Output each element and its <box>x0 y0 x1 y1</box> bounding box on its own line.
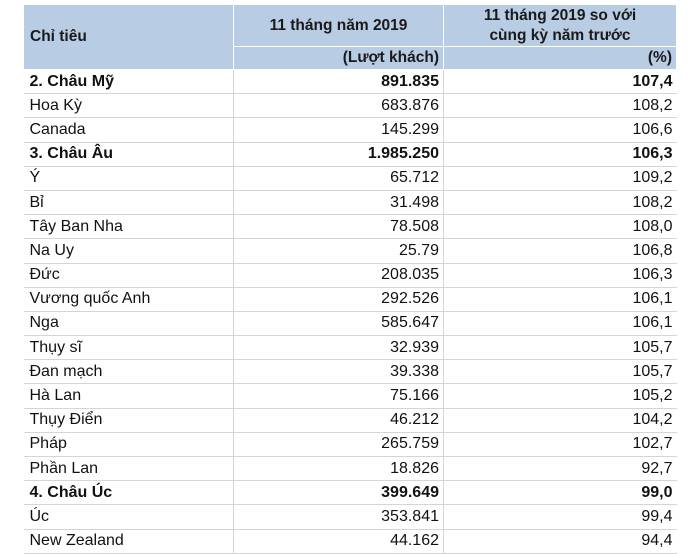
header-period: 11 tháng năm 2019 <box>233 4 444 47</box>
row-visitors-cell: 78.508 <box>233 214 444 240</box>
row-visitors-cell: 18.826 <box>233 456 444 482</box>
visitor-table-container: Chỉ tiêu 11 tháng năm 2019 11 tháng 2019… <box>23 4 677 554</box>
row-name-cell: Phần Lan <box>23 456 234 482</box>
row-name-cell: Đức <box>23 263 234 288</box>
table-row: Canada 145.299 106,6 <box>23 117 677 143</box>
row-visitors-cell: 39.338 <box>233 359 444 385</box>
row-visitors-cell: 32.939 <box>233 335 444 361</box>
table-row: Đan mạch 39.338 105,7 <box>23 359 677 385</box>
row-visitors-cell: 65.712 <box>233 166 444 191</box>
row-name-cell: Ý <box>23 166 234 191</box>
table-row: Hoa Kỳ 683.876 108,2 <box>23 93 677 119</box>
row-name-cell: Thụy Điển <box>23 408 234 433</box>
row-percent-cell: 109,2 <box>443 166 677 191</box>
row-visitors-cell: 265.759 <box>233 432 444 458</box>
row-percent-cell: 106,3 <box>443 142 677 167</box>
row-visitors-cell: 891.835 <box>233 69 444 95</box>
row-name-cell: Úc <box>23 504 234 530</box>
row-visitors-cell: 208.035 <box>233 263 444 288</box>
row-percent-cell: 102,7 <box>443 432 677 458</box>
row-visitors-cell: 683.876 <box>233 93 444 119</box>
table-row: 3. Châu Âu 1.985.250 106,3 <box>23 142 677 167</box>
row-percent-cell: 106,6 <box>443 117 677 143</box>
row-visitors-cell: 585.647 <box>233 311 444 337</box>
row-percent-cell: 105,7 <box>443 359 677 385</box>
row-name-cell: 2. Châu Mỹ <box>23 69 234 95</box>
table-row: Đức 208.035 106,3 <box>23 263 677 288</box>
row-percent-cell: 108,0 <box>443 214 677 240</box>
table-row: Bỉ 31.498 108,2 <box>23 190 677 216</box>
row-name-cell: Vương quốc Anh <box>23 287 234 312</box>
row-name-cell: Đan mạch <box>23 359 234 385</box>
visitor-table: Chỉ tiêu 11 tháng năm 2019 11 tháng 2019… <box>23 4 677 554</box>
table-body: 2. Châu Mỹ 891.835 107,4 Hoa Kỳ 683.876 108,2… <box>23 69 677 554</box>
table-row: Na Uy 25.79 106,8 <box>23 238 677 264</box>
header-comparison-line1: 11 tháng 2019 so với <box>483 6 637 24</box>
table-row: Hà Lan 75.166 105,2 <box>23 383 677 409</box>
header-comparison: 11 tháng 2019 so với cùng kỳ năm trước <box>443 4 677 47</box>
row-percent-cell: 99,4 <box>443 504 677 530</box>
row-name-cell: Canada <box>23 117 234 143</box>
row-percent-cell: 104,2 <box>443 408 677 433</box>
row-percent-cell: 106,1 <box>443 287 677 312</box>
row-percent-cell: 106,1 <box>443 311 677 337</box>
row-name-cell: Nga <box>23 311 234 337</box>
row-name-cell: Bỉ <box>23 190 234 216</box>
table-row: Phần Lan 18.826 92,7 <box>23 456 677 482</box>
row-name-cell: Tây Ban Nha <box>23 214 234 240</box>
unit-visitors: (Lượt khách) <box>233 46 444 70</box>
header-comparison-line2: cùng kỳ năm trước <box>489 26 631 44</box>
table-row: Thụy Điển 46.212 104,2 <box>23 408 677 433</box>
row-name-cell: Hoa Kỳ <box>23 93 234 119</box>
table-row: 4. Châu Úc 399.649 99,0 <box>23 480 677 506</box>
table-row: Úc 353.841 99,4 <box>23 504 677 530</box>
row-visitors-cell: 75.166 <box>233 383 444 409</box>
table-row: Nga 585.647 106,1 <box>23 311 677 337</box>
row-visitors-cell: 46.212 <box>233 408 444 433</box>
row-percent-cell: 108,2 <box>443 93 677 119</box>
table-row: 2. Châu Mỹ 891.835 107,4 <box>23 69 677 95</box>
table-row: Thụy sĩ 32.939 105,7 <box>23 335 677 361</box>
row-visitors-cell: 31.498 <box>233 190 444 216</box>
row-visitors-cell: 25.79 <box>233 238 444 264</box>
header-indicator: Chỉ tiêu <box>23 4 234 70</box>
row-name-cell: Na Uy <box>23 238 234 264</box>
table-row: Tây Ban Nha 78.508 108,0 <box>23 214 677 240</box>
row-percent-cell: 105,7 <box>443 335 677 361</box>
table-row: New Zealand 44.162 94,4 <box>23 529 677 554</box>
unit-percent: (%) <box>443 46 677 70</box>
row-visitors-cell: 145.299 <box>233 117 444 143</box>
table-row: Vương quốc Anh 292.526 106,1 <box>23 287 677 312</box>
row-percent-cell: 106,8 <box>443 238 677 264</box>
row-percent-cell: 105,2 <box>443 383 677 409</box>
table-header: Chỉ tiêu 11 tháng năm 2019 11 tháng 2019… <box>23 4 677 70</box>
row-percent-cell: 106,3 <box>443 263 677 288</box>
row-name-cell: Pháp <box>23 432 234 458</box>
row-percent-cell: 99,0 <box>443 480 677 506</box>
row-name-cell: New Zealand <box>23 529 234 554</box>
row-visitors-cell: 353.841 <box>233 504 444 530</box>
row-name-cell: Thụy sĩ <box>23 335 234 361</box>
row-percent-cell: 92,7 <box>443 456 677 482</box>
row-name-cell: Hà Lan <box>23 383 234 409</box>
row-name-cell: 3. Châu Âu <box>23 142 234 167</box>
row-visitors-cell: 399.649 <box>233 480 444 506</box>
row-percent-cell: 108,2 <box>443 190 677 216</box>
row-percent-cell: 107,4 <box>443 69 677 95</box>
row-percent-cell: 94,4 <box>443 529 677 554</box>
table-row: Ý 65.712 109,2 <box>23 166 677 191</box>
row-visitors-cell: 292.526 <box>233 287 444 312</box>
table-row: Pháp 265.759 102,7 <box>23 432 677 458</box>
row-visitors-cell: 1.985.250 <box>233 142 444 167</box>
row-name-cell: 4. Châu Úc <box>23 480 234 506</box>
row-visitors-cell: 44.162 <box>233 529 444 554</box>
